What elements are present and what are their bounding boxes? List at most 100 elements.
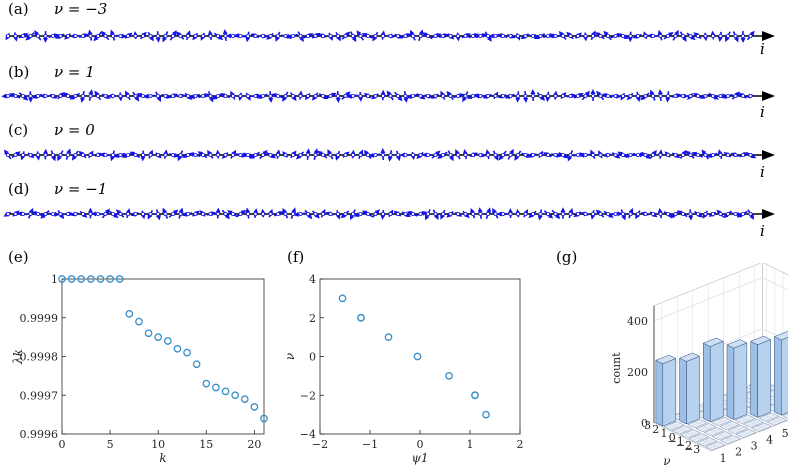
- spin-site: [320, 152, 325, 157]
- spin-arrowhead: [308, 33, 315, 38]
- spin-arrowhead: [578, 152, 585, 158]
- spin-arrowhead: [286, 34, 292, 39]
- spin-site: [51, 152, 56, 157]
- spin-site: [718, 211, 723, 216]
- spin-site: [748, 152, 753, 157]
- spin-arrowhead: [466, 94, 473, 100]
- spin-site: [28, 94, 33, 99]
- spin-arrowhead: [740, 37, 746, 43]
- spin-site: [643, 152, 648, 157]
- spin-arrowhead: [224, 213, 230, 220]
- x-tick-label: 2: [735, 446, 742, 459]
- spin-arrowhead: [386, 90, 392, 97]
- spin-site: [516, 152, 521, 157]
- spin-arrowhead: [327, 149, 332, 155]
- spin-site: [155, 94, 160, 99]
- data-point: [77, 275, 86, 283]
- spin-site: [448, 34, 453, 39]
- spin-site: [230, 211, 235, 216]
- spin-site: [591, 34, 596, 39]
- spin-site: [313, 34, 318, 39]
- spin-site: [358, 211, 363, 216]
- spin-site: [96, 94, 101, 99]
- row-c-label: (c): [8, 121, 29, 139]
- spin-arrowhead: [657, 89, 663, 95]
- spin-arrowhead: [43, 148, 49, 154]
- x-tick-label: 2: [517, 438, 524, 451]
- spin-arrowhead: [504, 94, 511, 99]
- spin-arrowhead: [717, 36, 723, 43]
- spin-site: [140, 34, 145, 39]
- spin-arrowhead: [162, 36, 167, 43]
- row-a-axis-label: i: [760, 40, 765, 58]
- spin-site: [313, 152, 318, 157]
- spin-site: [343, 211, 348, 216]
- spin-site: [448, 152, 453, 157]
- spin-site: [155, 211, 160, 216]
- data-point: [67, 275, 76, 283]
- z-grid-line: [653, 277, 788, 322]
- chain-axis-arrowhead: [762, 209, 775, 219]
- spin-site: [681, 152, 686, 157]
- spin-site: [253, 152, 258, 157]
- spin-arrowhead: [455, 148, 460, 155]
- spin-site: [245, 94, 250, 99]
- spin-site: [290, 94, 295, 99]
- spin-arrowhead: [51, 155, 56, 162]
- spin-arrowhead: [713, 94, 719, 100]
- spin-site: [275, 211, 280, 216]
- spin-arrowhead: [721, 94, 727, 99]
- spin-arrowhead: [464, 212, 470, 219]
- spin-arrowhead: [115, 209, 122, 215]
- spin-site: [718, 94, 723, 99]
- spin-arrowhead: [486, 207, 491, 213]
- spin-site: [576, 211, 581, 216]
- spin-site: [733, 94, 738, 99]
- y-tick-label: 0.9997: [20, 389, 59, 402]
- data-point: [144, 329, 153, 338]
- spin-arrowhead: [23, 33, 29, 38]
- data-point: [260, 414, 268, 423]
- spin-site: [651, 94, 656, 99]
- spin-arrowhead: [435, 150, 441, 156]
- spin-arrowhead: [635, 96, 641, 103]
- spin-arrowhead: [380, 214, 386, 220]
- spin-site: [328, 34, 333, 39]
- spin-arrowhead: [545, 96, 551, 103]
- data-point: [106, 275, 114, 283]
- spin-arrowhead: [68, 211, 74, 217]
- spin-site: [350, 211, 355, 216]
- spin-site: [298, 152, 303, 157]
- spin-site: [425, 152, 430, 157]
- spin-site: [305, 94, 310, 99]
- spin-arrowhead: [570, 93, 577, 99]
- spin-site: [561, 34, 566, 39]
- spin-site: [200, 34, 205, 39]
- spin-site: [711, 152, 716, 157]
- spin-site: [688, 34, 693, 39]
- spin-arrowhead: [380, 148, 386, 154]
- spin-site: [58, 152, 63, 157]
- spin-site: [455, 211, 460, 216]
- spin-arrowhead: [66, 148, 71, 154]
- plot-frame: [319, 278, 521, 435]
- spin-arrowhead: [405, 212, 411, 218]
- spin-site: [290, 211, 295, 216]
- spin-arrowhead: [22, 95, 29, 101]
- zero-cell: [720, 435, 741, 445]
- spin-site: [628, 152, 633, 157]
- spin-site: [283, 94, 288, 99]
- spin-arrowhead: [110, 155, 115, 162]
- spin-site: [598, 34, 603, 39]
- x-tick-label: 0: [417, 438, 424, 451]
- bar-side: [774, 336, 782, 416]
- zero-cell: [758, 412, 780, 422]
- zero-cell: [688, 433, 709, 443]
- spin-site: [493, 94, 498, 99]
- spin-site: [500, 34, 505, 39]
- zero-cell: [671, 425, 693, 435]
- spin-arrowhead: [129, 151, 136, 157]
- y-tick-label: 1: [51, 273, 58, 286]
- y-tick-label: −3: [684, 443, 700, 456]
- spin-arrowhead: [312, 95, 317, 101]
